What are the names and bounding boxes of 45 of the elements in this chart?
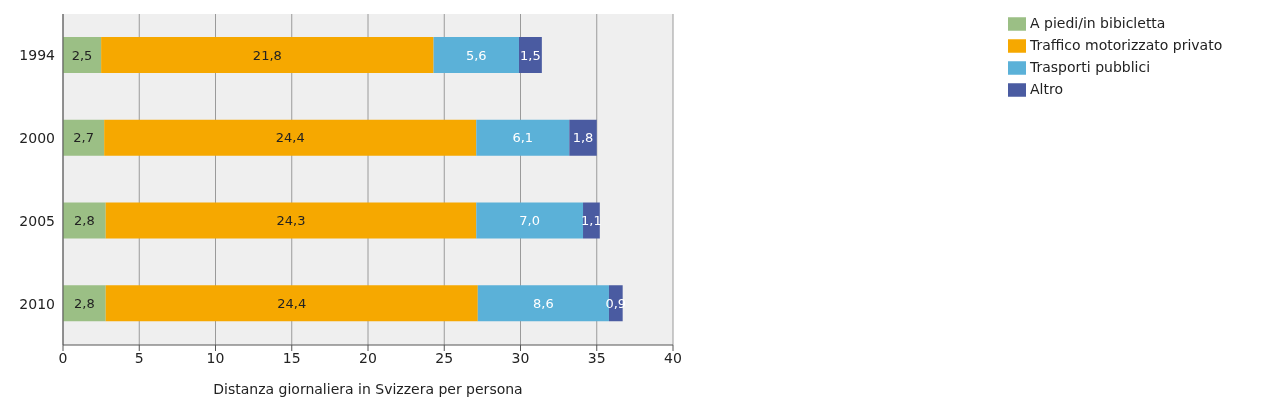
data-label: 6,1 <box>512 130 534 146</box>
x-tick-label: 5 <box>134 349 144 366</box>
legend-label: Trasporti pubblici <box>1030 59 1151 75</box>
legend-label: Traffico motorizzato privato <box>1030 37 1223 53</box>
bar <box>63 285 106 322</box>
x-tick-label: 40 <box>664 349 682 366</box>
bar <box>105 202 477 239</box>
bar <box>476 202 584 239</box>
data-label: 2,5 <box>71 47 93 63</box>
bar <box>433 37 519 73</box>
x-tick-label: 15 <box>282 349 301 366</box>
x-tick-label: 0 <box>58 349 68 366</box>
x-tick-label: 30 <box>511 349 530 366</box>
bar <box>101 37 434 73</box>
bar <box>63 202 106 239</box>
bar <box>518 37 542 73</box>
data-label: 24,4 <box>275 130 305 146</box>
data-label: 2,8 <box>74 213 95 229</box>
x-tick-label: 20 <box>359 349 377 366</box>
data-label: 24,3 <box>276 213 306 229</box>
data-label: 8,6 <box>533 295 554 311</box>
data-label: 24,4 <box>277 295 307 311</box>
data-label: 5,6 <box>465 47 487 63</box>
bar <box>476 119 570 156</box>
data-label: 7,0 <box>519 213 540 229</box>
data-label: 21,8 <box>252 47 282 63</box>
bar <box>569 119 597 156</box>
bar <box>63 119 105 156</box>
x-axis-title: Distanza giornaliera in Svizzera per persona <box>213 381 523 397</box>
data-label: 2,7 <box>73 130 94 146</box>
y-tick-label: 2010 <box>19 295 55 312</box>
legend-label: A piedi/in bibicletta <box>1030 15 1166 31</box>
y-tick-label: 2005 <box>19 212 55 229</box>
data-label: 1,8 <box>572 130 594 146</box>
data-label: 2,8 <box>74 295 95 311</box>
bar <box>104 119 477 156</box>
x-tick-label: 10 <box>206 349 225 366</box>
y-tick-label: 1994 <box>19 47 56 64</box>
bar <box>63 37 102 73</box>
legend-label: Altro <box>1030 81 1063 97</box>
x-tick-label: 35 <box>587 349 606 366</box>
x-tick-label: 25 <box>435 349 454 366</box>
y-tick-label: 2000 <box>19 130 55 147</box>
data-label: 1,5 <box>520 47 541 63</box>
bar <box>105 285 478 322</box>
